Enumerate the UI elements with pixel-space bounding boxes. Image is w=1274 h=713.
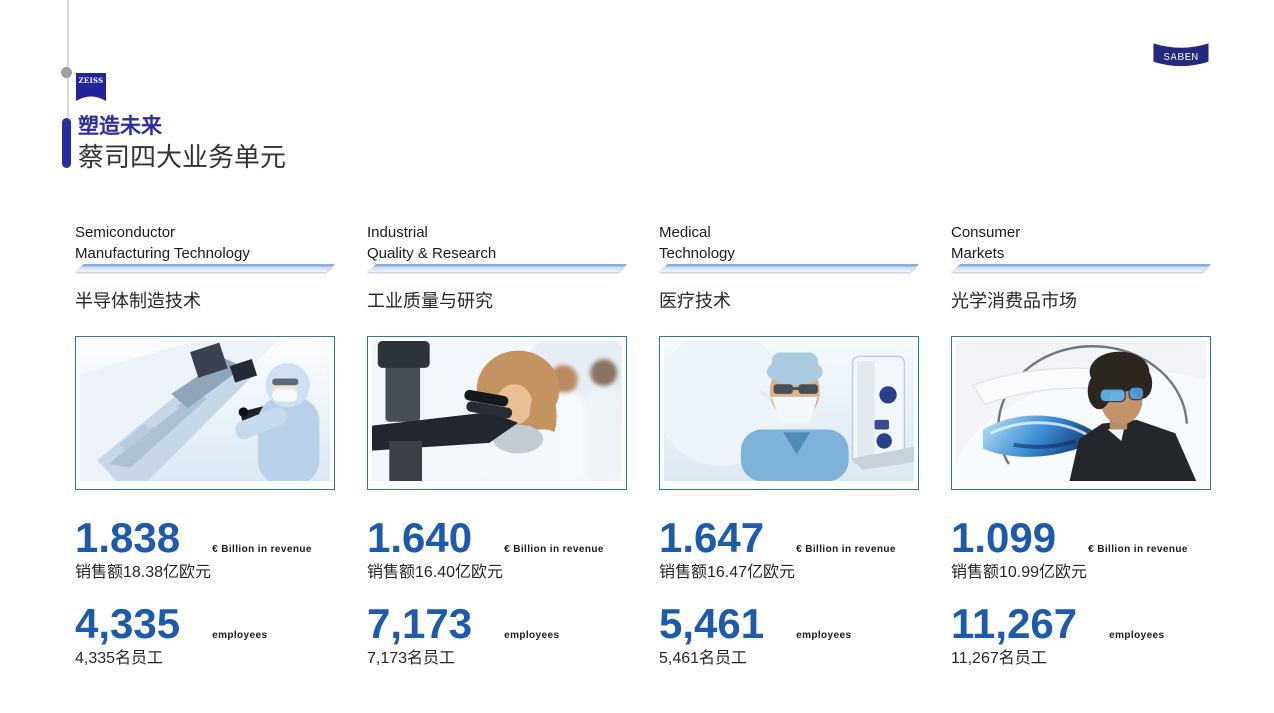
unit-name-en-line1: Medical	[659, 224, 711, 241]
unit-name-cn: 工业质量与研究	[367, 291, 493, 311]
business-unit-card-semiconductor: Semiconductor Manufacturing Technology 半…	[75, 222, 335, 670]
unit-name-divider	[75, 264, 335, 272]
revenue-unit-label: € Billion in revenue	[1088, 543, 1188, 555]
top-rule-line	[67, 0, 69, 118]
employees-cn: 5,461名员工	[659, 649, 748, 667]
business-unit-card-consumer: Consumer Markets 光学消费品市场 1.099 € Billion…	[951, 222, 1211, 670]
unit-grid: Semiconductor Manufacturing Technology 半…	[75, 222, 1211, 670]
revenue-value: 1.838	[75, 513, 181, 561]
employees-cn: 11,267名员工	[951, 649, 1047, 667]
revenue-cn: 销售额16.47亿欧元	[659, 563, 796, 581]
unit-name-en: Consumer Markets	[951, 222, 1211, 264]
revenue-unit-label: € Billion in revenue	[796, 543, 896, 555]
photo-cleanroom-illustration	[80, 340, 330, 482]
business-unit-card-industrial: Industrial Quality & Research 工业质量与研究 1.…	[367, 222, 627, 670]
revenue-value: 1.640	[367, 513, 473, 561]
employees-label: employees	[1109, 629, 1165, 641]
saben-logo-label: SABEN	[1163, 52, 1198, 63]
revenue-stat: 1.838 € Billion in revenue	[75, 513, 335, 561]
revenue-stat: 1.647 € Billion in revenue	[659, 513, 919, 561]
employees-stat: 11,267 employees	[951, 599, 1211, 647]
employees-cn: 7,173名员工	[367, 649, 456, 667]
unit-name-cn: 半导体制造技术	[75, 291, 201, 311]
employees-cn: 4,335名员工	[75, 649, 164, 667]
employees-label: employees	[504, 629, 560, 641]
saben-logo-shape: SABEN	[1153, 43, 1209, 67]
unit-name-en-line1: Semiconductor	[75, 224, 176, 241]
revenue-value: 1.099	[951, 513, 1057, 561]
photo-microscope-illustration	[372, 340, 622, 482]
unit-photo	[951, 335, 1211, 490]
unit-photo-slot	[956, 340, 1206, 482]
unit-photo-slot	[664, 340, 914, 482]
unit-name-divider	[659, 264, 919, 272]
saben-logo: SABEN	[1152, 40, 1210, 71]
unit-name-en-line1: Consumer	[951, 224, 1021, 241]
unit-name-en-line1: Industrial	[367, 224, 428, 241]
employees-stat: 4,335 employees	[75, 599, 335, 647]
employees-label: employees	[796, 629, 852, 641]
slide-subtitle: 蔡司四大业务单元	[78, 141, 287, 172]
revenue-unit-label: € Billion in revenue	[212, 543, 312, 555]
revenue-cn: 销售额16.40亿欧元	[367, 563, 504, 581]
zeiss-logo-shape: ZEISS	[76, 73, 106, 101]
business-unit-card-medical: Medical Technology 医疗技术 1.647 € Billion …	[659, 222, 919, 670]
employees-label: employees	[212, 629, 268, 641]
unit-name-en-line2: Quality & Research	[367, 245, 497, 262]
unit-photo	[367, 335, 627, 490]
unit-photo-slot	[372, 340, 622, 482]
zeiss-logo: ZEISS	[76, 73, 106, 106]
employees-stat: 7,173 employees	[367, 599, 627, 647]
revenue-value: 1.647	[659, 513, 765, 561]
unit-name-en: Medical Technology	[659, 222, 919, 264]
unit-name-en-line2: Markets	[951, 245, 1005, 262]
unit-photo-slot	[80, 340, 330, 482]
revenue-unit-label: € Billion in revenue	[504, 543, 604, 555]
photo-surgeon-illustration	[664, 340, 914, 482]
unit-name-en-line2: Manufacturing Technology	[75, 245, 250, 262]
unit-name-en: Industrial Quality & Research	[367, 222, 627, 264]
employees-value: 4,335	[75, 599, 181, 647]
slide-title-accent-bar	[62, 118, 71, 168]
unit-name-cn: 医疗技术	[659, 291, 731, 311]
unit-name-cn: 光学消费品市场	[951, 291, 1077, 311]
photo-smartglasses-illustration	[956, 340, 1206, 482]
slide-title-block: 塑造未来 蔡司四大业务单元	[78, 115, 286, 172]
slide-title: 塑造未来	[78, 115, 162, 138]
zeiss-logo-label: ZEISS	[79, 76, 104, 85]
employees-value: 5,461	[659, 599, 765, 647]
revenue-stat: 1.640 € Billion in revenue	[367, 513, 627, 561]
unit-name-divider	[951, 264, 1211, 272]
revenue-cn: 销售额18.38亿欧元	[75, 563, 212, 581]
unit-photo	[659, 335, 919, 490]
unit-name-en-line2: Technology	[659, 245, 735, 262]
unit-name-divider	[367, 264, 627, 272]
unit-name-en: Semiconductor Manufacturing Technology	[75, 222, 335, 264]
unit-photo	[75, 335, 335, 490]
revenue-stat: 1.099 € Billion in revenue	[951, 513, 1211, 561]
employees-stat: 5,461 employees	[659, 599, 919, 647]
employees-value: 7,173	[367, 599, 473, 647]
employees-value: 11,267	[951, 599, 1078, 647]
top-rule-dot	[61, 67, 72, 78]
revenue-cn: 销售额10.99亿欧元	[951, 563, 1088, 581]
